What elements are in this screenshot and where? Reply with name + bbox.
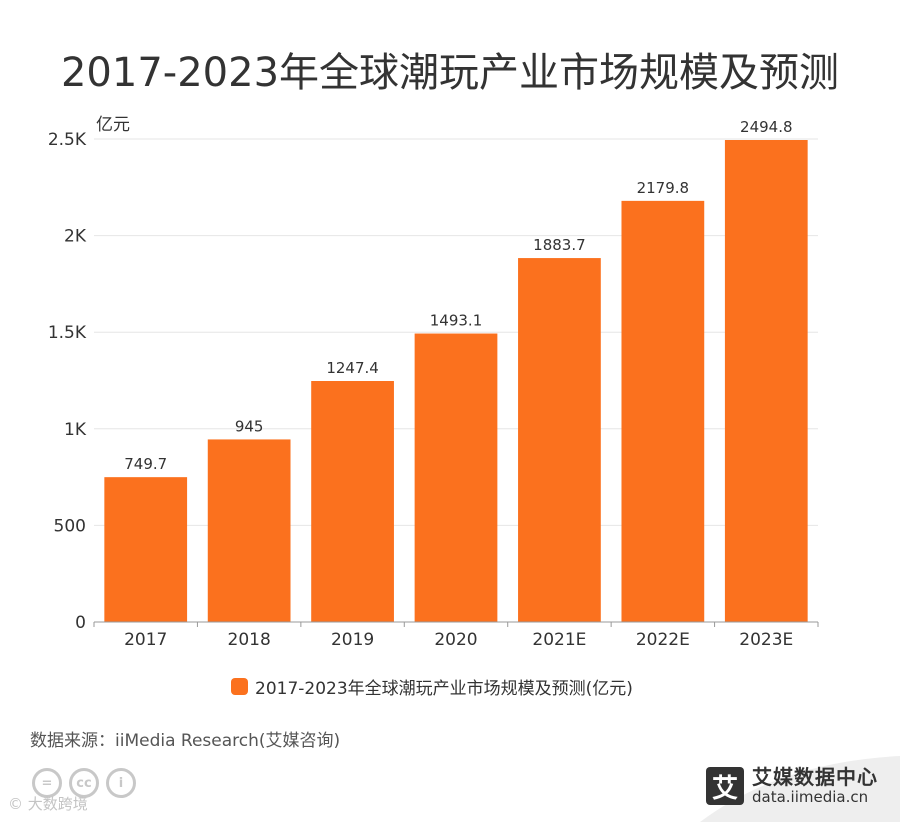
y-tick-label: 2.5K <box>48 130 87 150</box>
watermark: © 大数跨境 <box>8 795 88 813</box>
brand-band <box>700 756 900 822</box>
brand-name: 艾媒数据中心 <box>752 765 878 789</box>
legend-swatch <box>231 677 248 695</box>
y-tick-label: 1K <box>64 420 87 440</box>
equals-icon: = <box>32 768 62 798</box>
y-tick-label: 500 <box>54 516 86 536</box>
x-tick-label: 2019 <box>331 630 374 650</box>
chart-title: 2017-2023年全球潮玩产业市场规模及预测 <box>60 50 840 96</box>
x-tick-label: 2020 <box>434 630 477 650</box>
bar[interactable] <box>724 140 808 622</box>
x-tick-label: 2018 <box>228 630 271 650</box>
data-label: 1247.4 <box>326 359 379 377</box>
data-label: 2179.8 <box>637 179 690 197</box>
license-icons: = cc i <box>32 768 136 798</box>
legend-label: 2017-2023年全球潮玩产业市场规模及预测(亿元) <box>255 678 633 699</box>
x-tick-label: 2023E <box>739 630 793 650</box>
x-tick-label: 2022E <box>636 630 690 650</box>
brand-url: data.iimedia.cn <box>752 788 869 806</box>
x-tick-label: 2021E <box>532 630 586 650</box>
data-label: 1493.1 <box>430 312 483 330</box>
person-icon: i <box>106 768 136 798</box>
bar[interactable] <box>207 439 291 622</box>
bar-chart: 0 500 1K 1.5K 2K 2.5K 亿元 749.7 2017 945 2018 1247.4… <box>48 115 819 650</box>
data-label: 945 <box>235 417 264 435</box>
bar[interactable] <box>518 258 601 622</box>
y-axis-label: 亿元 <box>96 115 130 135</box>
cc-icon: cc <box>69 768 99 798</box>
data-label: 749.7 <box>124 455 167 473</box>
data-label: 2494.8 <box>740 118 793 136</box>
legend[interactable]: 2017-2023年全球潮玩产业市场规模及预测(亿元) <box>231 676 633 699</box>
bar[interactable] <box>311 381 394 622</box>
bar[interactable] <box>414 333 498 622</box>
brand-logo: 艾 艾媒数据中心 data.iimedia.cn <box>706 766 878 806</box>
source-note: 数据来源：iiMedia Research(艾媒咨询) <box>30 731 341 751</box>
data-label: 1883.7 <box>533 236 586 254</box>
brand-badge: 艾 <box>706 767 744 806</box>
bar[interactable] <box>621 200 705 622</box>
y-tick-label: 1.5K <box>48 323 87 343</box>
y-tick-label: 0 <box>75 613 86 633</box>
x-tick-label: 2017 <box>124 630 167 650</box>
y-tick-label: 2K <box>64 227 87 247</box>
bar[interactable] <box>104 477 188 622</box>
